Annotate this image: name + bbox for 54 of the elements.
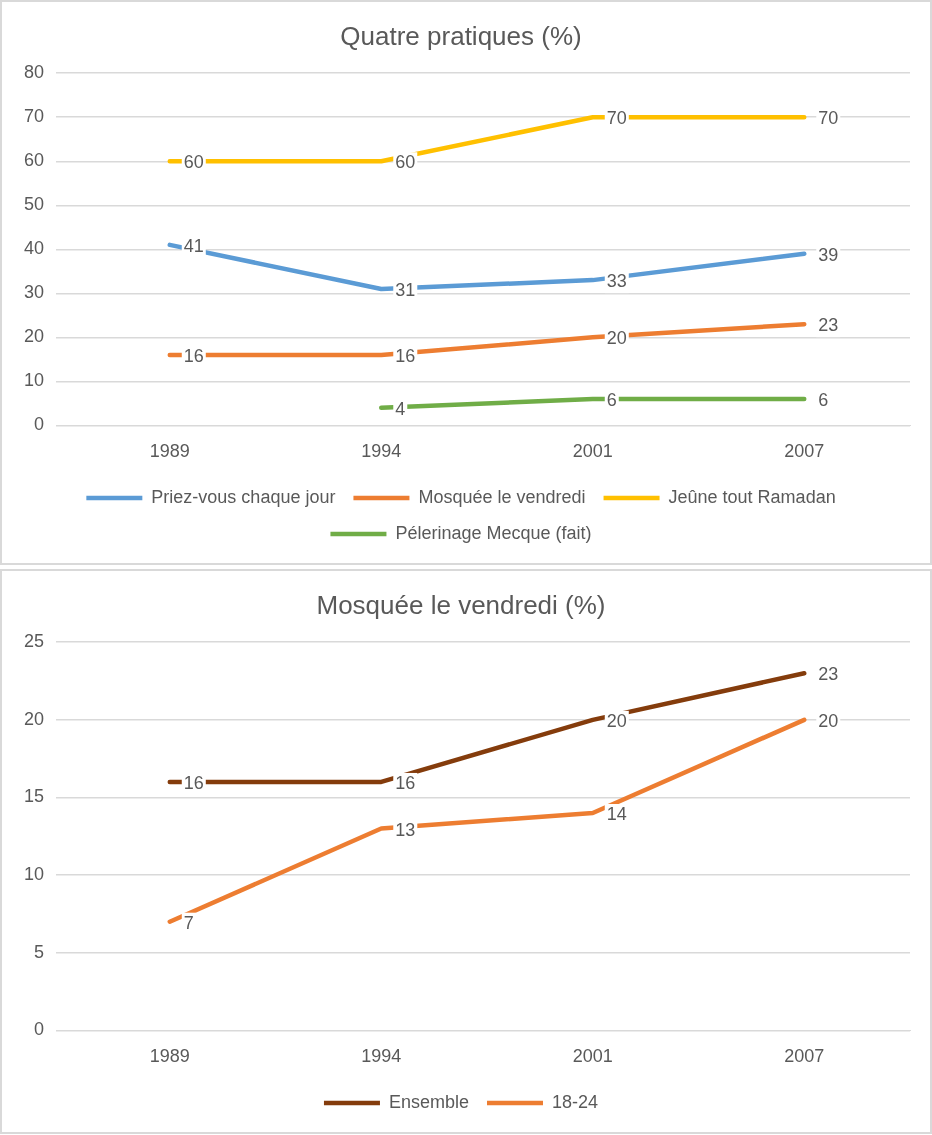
x-tick-label: 2001 xyxy=(572,1046,613,1067)
y-tick-label: 0 xyxy=(34,1019,45,1040)
x-tick-label: 1989 xyxy=(149,441,190,462)
y-tick-label: 10 xyxy=(23,864,45,885)
y-tick-label: 25 xyxy=(23,631,45,652)
y-tick-label: 15 xyxy=(23,786,45,807)
y-tick-label: 20 xyxy=(23,326,45,347)
y-tick-label: 60 xyxy=(23,150,45,171)
data-label: 39 xyxy=(818,244,839,265)
data-label: 16 xyxy=(395,345,416,366)
legend-label: Pélerinage Mecque (fait) xyxy=(395,522,592,543)
x-tick-label: 2007 xyxy=(784,441,825,462)
x-tick-label: 1994 xyxy=(361,441,402,462)
y-tick-label: 80 xyxy=(23,62,45,83)
data-label: 33 xyxy=(606,271,627,292)
legend-label: Ensemble xyxy=(388,1091,470,1112)
data-label: 6 xyxy=(818,389,829,410)
y-tick-label: 10 xyxy=(23,370,45,391)
x-tick-label: 2007 xyxy=(784,1046,825,1067)
legend-label: Jeûne tout Ramadan xyxy=(668,486,836,507)
legend-label: Priez-vous chaque jour xyxy=(151,486,336,507)
y-tick-label: 70 xyxy=(23,106,45,127)
chart-title: Quatre pratiques (%) xyxy=(340,20,582,51)
data-label: 70 xyxy=(606,108,627,129)
x-tick-label: 2001 xyxy=(572,441,613,462)
data-label: 60 xyxy=(183,152,204,173)
data-label: 70 xyxy=(818,108,839,129)
x-tick-label: 1994 xyxy=(361,1046,402,1067)
data-label: 31 xyxy=(395,279,416,300)
legend-label: Mosquée le vendredi xyxy=(418,486,586,507)
y-tick-label: 0 xyxy=(34,414,45,435)
y-tick-label: 5 xyxy=(34,941,45,962)
legend-label: 18-24 xyxy=(552,1091,599,1112)
data-label: 16 xyxy=(183,772,204,793)
data-label: 20 xyxy=(818,710,839,731)
data-label: 20 xyxy=(606,328,627,349)
y-tick-label: 50 xyxy=(23,194,45,215)
y-tick-label: 30 xyxy=(23,282,45,303)
data-label: 20 xyxy=(606,710,627,731)
data-label: 23 xyxy=(818,664,839,685)
chart-title: Mosquée le vendredi (%) xyxy=(316,589,606,620)
data-label: 60 xyxy=(395,152,416,173)
data-label: 6 xyxy=(606,389,617,410)
data-label: 14 xyxy=(606,803,627,824)
data-label: 13 xyxy=(395,819,416,840)
data-label: 16 xyxy=(395,772,416,793)
data-label: 16 xyxy=(183,345,204,366)
y-tick-label: 40 xyxy=(23,238,45,259)
x-tick-label: 1989 xyxy=(149,1046,190,1067)
data-label: 41 xyxy=(183,235,204,256)
data-label: 7 xyxy=(183,912,194,933)
y-tick-label: 20 xyxy=(23,708,45,729)
data-label: 23 xyxy=(818,315,839,336)
data-label: 4 xyxy=(395,398,406,419)
